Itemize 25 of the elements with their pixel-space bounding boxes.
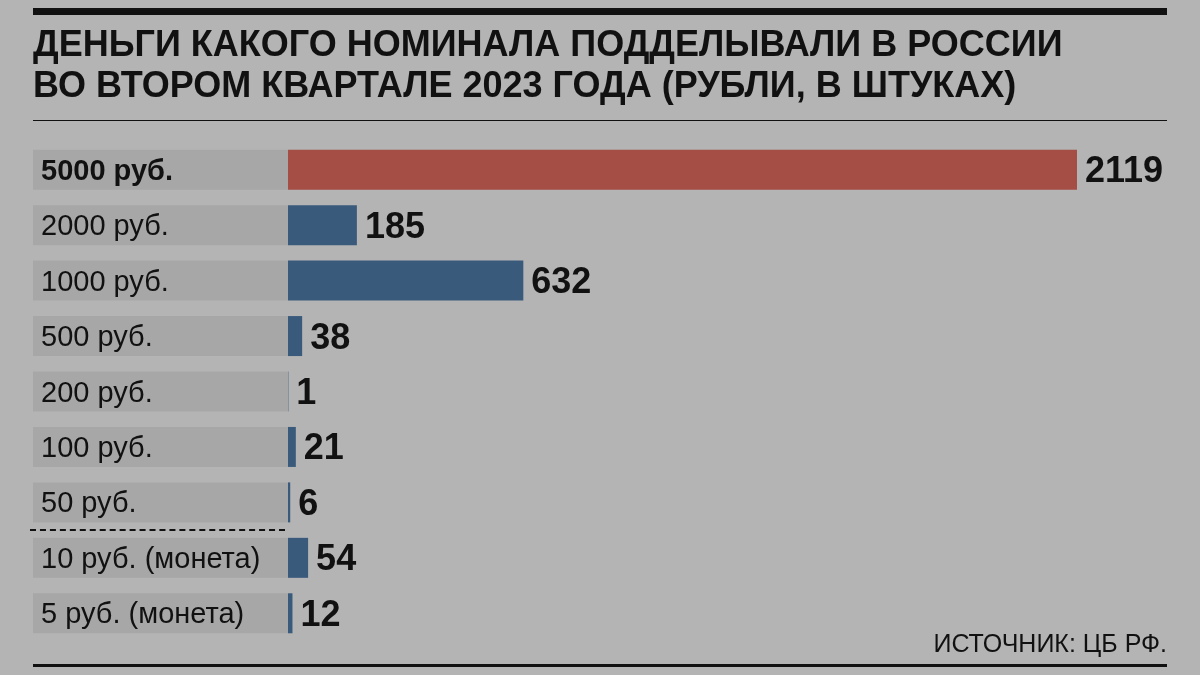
y-tick-label: 50 руб. xyxy=(41,486,137,519)
bar xyxy=(288,426,296,467)
data-label: 2119 xyxy=(1085,149,1164,191)
chart-title: ДЕНЬГИ КАКОГО НОМИНАЛА ПОДДЕЛЫВАЛИ В РОССИИ ВО ВТОРОМ КВАРТАЛЕ 2023 ГОДА (РУБЛИ, В ШТУКАХ) xyxy=(33,23,1064,105)
bar xyxy=(288,537,309,578)
data-label: 21 xyxy=(303,426,344,468)
y-tick-label: 1000 руб. xyxy=(41,264,169,297)
data-label: 6 xyxy=(298,481,319,523)
y-tick-label: 100 руб. xyxy=(41,430,153,463)
bar xyxy=(288,205,357,246)
y-tick-label: 500 руб. xyxy=(41,320,153,353)
bar xyxy=(288,316,303,357)
data-label: 38 xyxy=(310,315,351,357)
data-label: 12 xyxy=(300,592,341,634)
annotation: ИСТОЧНИК: ЦБ РФ. xyxy=(933,628,1167,658)
bar xyxy=(288,482,291,523)
data-label: 54 xyxy=(316,537,357,579)
y-tick-label: 10 руб. (монета) xyxy=(41,541,261,574)
data-label: 1 xyxy=(296,371,317,412)
data-label: 632 xyxy=(531,260,592,302)
y-tick-label: 5 руб. (монета) xyxy=(41,597,245,630)
y-tick-label: 5000 руб. xyxy=(41,153,174,186)
data-label: 185 xyxy=(364,204,425,246)
y-tick-label: 2000 руб. xyxy=(41,209,169,242)
y-tick-label: 200 руб. xyxy=(41,375,153,408)
